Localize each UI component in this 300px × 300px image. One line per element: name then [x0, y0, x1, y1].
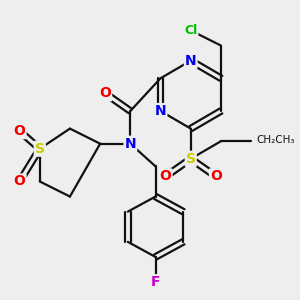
Text: O: O: [210, 169, 222, 183]
Text: N: N: [185, 54, 197, 68]
Text: F: F: [151, 275, 160, 289]
Text: O: O: [14, 175, 26, 188]
Text: Cl: Cl: [184, 24, 197, 37]
Text: O: O: [99, 86, 111, 100]
Text: CH₂CH₃: CH₂CH₃: [256, 135, 295, 145]
Text: N: N: [155, 104, 167, 118]
Text: O: O: [160, 169, 172, 183]
Text: N: N: [124, 137, 136, 151]
Text: S: S: [186, 152, 196, 166]
Text: O: O: [14, 124, 26, 138]
Text: S: S: [35, 142, 45, 156]
